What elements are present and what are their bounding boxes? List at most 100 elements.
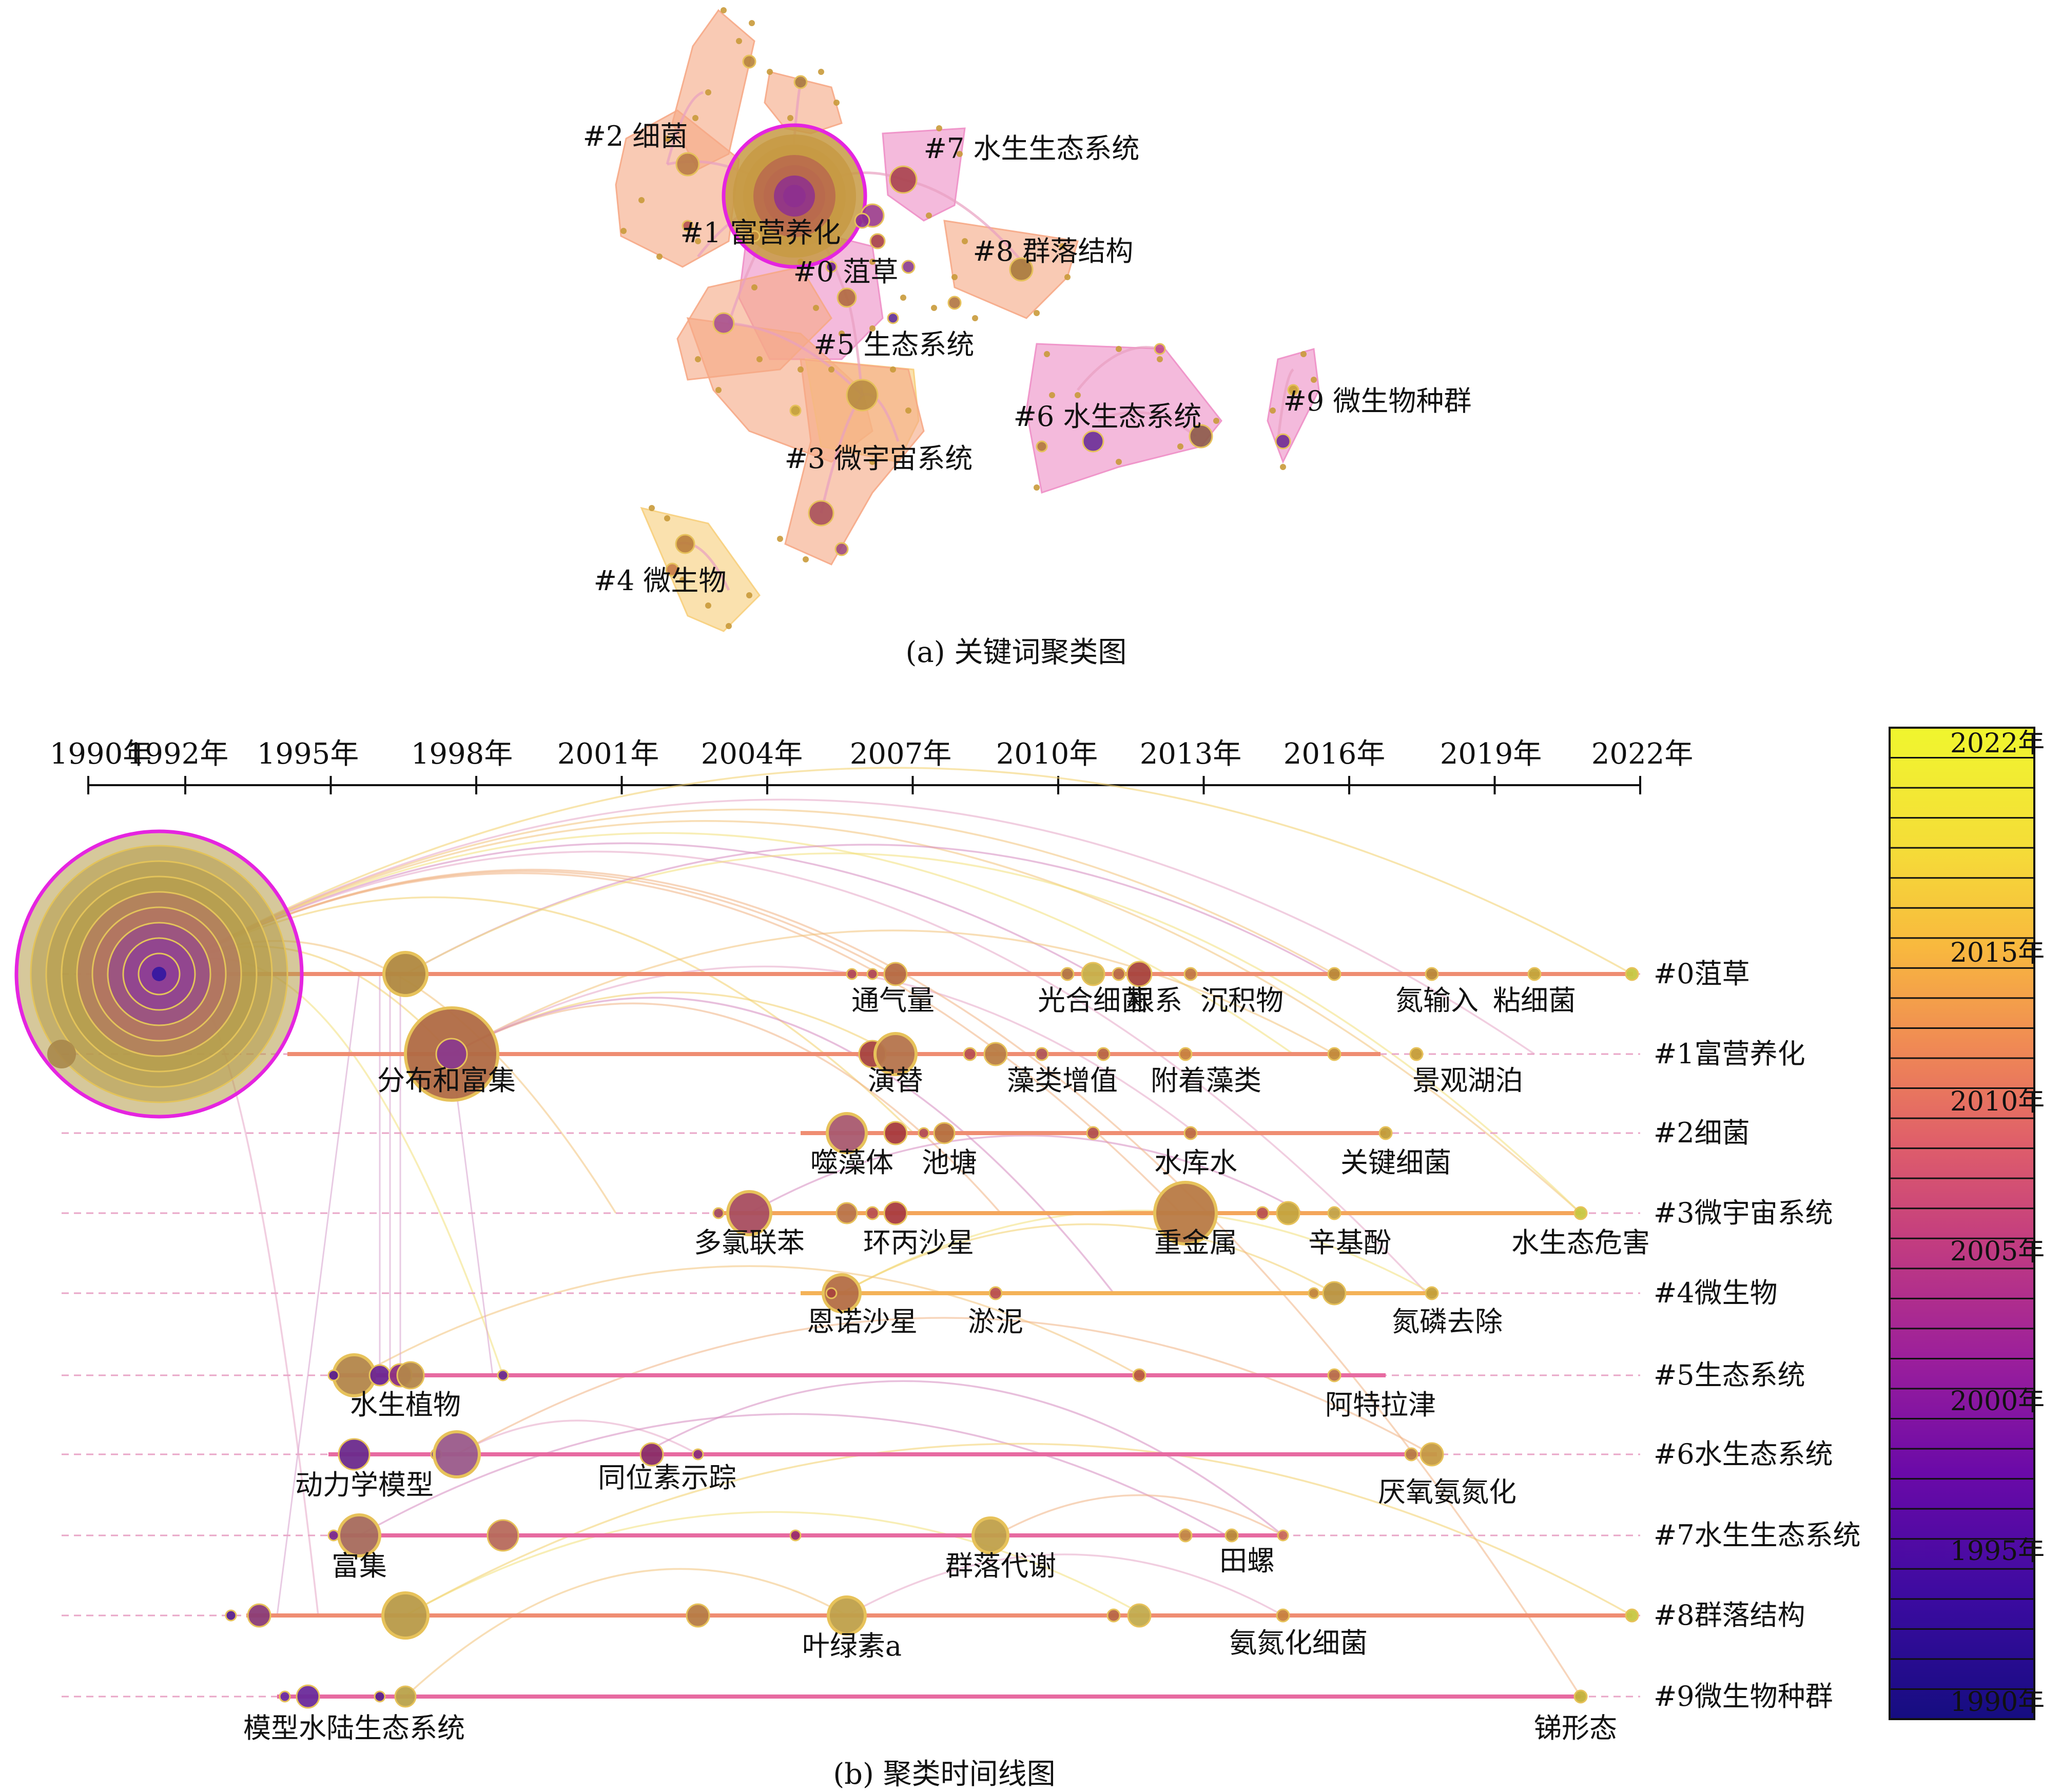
timeline-node	[381, 1591, 430, 1640]
timeline-node	[1409, 1047, 1424, 1061]
timeline-node	[826, 1112, 868, 1154]
keyword-node-small	[905, 407, 911, 414]
keyword-node-small	[957, 151, 963, 157]
timeline-arc	[159, 820, 1582, 1214]
keyword-label: 动力学模型	[295, 1469, 434, 1501]
timeline-node	[692, 1448, 704, 1460]
timeline-node	[1425, 967, 1439, 981]
keyword-node-small	[695, 238, 701, 244]
year-label: 1992年	[127, 737, 229, 771]
keyword-node-small	[1075, 392, 1081, 398]
timeline-arc	[456, 1317, 1432, 1455]
keyword-label: 厌氧氨氮化	[1378, 1476, 1516, 1508]
timeline-node	[296, 1684, 320, 1709]
timeline-arc	[456, 1419, 698, 1455]
keyword-node	[846, 379, 879, 412]
timeline-arc	[405, 852, 1582, 1214]
keyword-node-small	[726, 623, 732, 629]
keyword-label: 富集	[332, 1550, 387, 1582]
cluster-label-c7: #7 水生生态系统	[924, 132, 1140, 165]
keyword-label: 环丙沙星	[863, 1226, 974, 1259]
timeline-node	[1060, 967, 1075, 981]
legend-label: 1990年	[1950, 1687, 2045, 1718]
cluster-edge	[1097, 411, 1197, 437]
timeline-node	[822, 1273, 862, 1313]
keyword-node	[675, 152, 700, 177]
timeline-node	[1081, 962, 1105, 986]
timeline-arc	[159, 832, 1294, 1055]
keyword-node	[793, 75, 808, 89]
timeline-node	[1420, 1442, 1444, 1467]
keyword-node-small	[649, 505, 655, 511]
keyword-node	[1036, 440, 1048, 453]
keyword-node-small	[869, 459, 876, 465]
timeline-arc	[404, 1568, 847, 1698]
keyword-label: 根系	[1127, 984, 1182, 1017]
keyword-node	[1275, 433, 1291, 450]
timeline-node	[846, 968, 858, 980]
timeline-node	[1327, 967, 1341, 981]
cluster-edge	[728, 322, 863, 396]
timeline-node	[327, 1529, 340, 1542]
keyword-label: 沉积物	[1200, 984, 1284, 1017]
keyword-node	[742, 54, 756, 69]
timeline-node	[918, 1127, 930, 1139]
color-bar-segments	[1890, 757, 2034, 1690]
timeline-node	[835, 1202, 858, 1224]
timeline-node	[374, 1690, 386, 1703]
cluster-label-c5: #5 生态系统	[814, 328, 975, 361]
timeline-node	[933, 1122, 956, 1144]
timeline-arc	[159, 767, 1632, 975]
cluster-label-c4: #4 微生物	[594, 564, 727, 597]
timeline-node	[983, 1042, 1008, 1066]
timeline-node	[1178, 1528, 1193, 1543]
keyword-node-small	[869, 259, 876, 265]
keyword-node	[834, 542, 849, 556]
timeline-node	[338, 1438, 371, 1471]
keyword-node-small	[1059, 243, 1065, 249]
keyword-node-small	[767, 69, 773, 75]
keyword-label: 噬藻体	[810, 1146, 893, 1179]
keyword-node-small	[962, 238, 968, 244]
keyword-node-small	[756, 356, 763, 362]
timeline-node	[396, 1361, 425, 1390]
timeline-cluster-label: #0菹草	[1654, 958, 1750, 990]
timeline-node	[225, 1609, 237, 1622]
keyword-label: 藻类增值	[1007, 1064, 1118, 1097]
timeline-arc	[995, 1494, 1284, 1536]
timeline-node	[1126, 961, 1153, 987]
timeline-node	[726, 1190, 772, 1236]
cluster-hull	[1267, 348, 1320, 464]
timeline-node	[1106, 1608, 1121, 1623]
keyword-node-small	[620, 228, 627, 234]
timeline-node	[873, 1032, 918, 1076]
timeline-cluster-label: #8群落结构	[1654, 1599, 1805, 1631]
keyword-node-small	[705, 89, 711, 95]
keyword-node-small	[1280, 464, 1286, 470]
timeline-arc	[159, 869, 1582, 1697]
timeline-node	[1183, 1126, 1198, 1140]
timeline-cluster-label: #3微宇宙系统	[1654, 1197, 1833, 1229]
timeline-node	[487, 1519, 519, 1552]
keyword-node	[789, 404, 802, 417]
keyword-node-small	[787, 115, 793, 121]
keyword-node-small	[803, 556, 809, 562]
keyword-label: 通气量	[851, 984, 935, 1017]
timeline-cluster-labels: #0菹草 #1富营养化 #2细菌 #3微宇宙系统 #4微生物 #5生态系统 #6水生态系统 #…	[1654, 958, 1861, 1712]
timeline-node	[1625, 967, 1639, 981]
legend-label: 2000年	[1950, 1386, 2045, 1417]
cluster-label-c1: #1 富营养化	[680, 217, 841, 249]
keyword-node	[837, 287, 857, 308]
cluster-hull	[640, 507, 761, 632]
timeline-cluster-label: #9微生物种群	[1654, 1680, 1833, 1712]
cluster-edge	[1077, 346, 1160, 391]
keyword-node-small	[721, 7, 727, 13]
keyword-label: 景观湖泊	[1412, 1064, 1523, 1097]
timeline-arc	[405, 1443, 1632, 1616]
timeline-cluster-label: #7水生生态系统	[1654, 1519, 1861, 1551]
keyword-node-small	[900, 295, 906, 301]
cluster-edge	[903, 178, 1027, 268]
timeline-cluster-label: #2细菌	[1654, 1117, 1750, 1149]
keyword-label: 辛基酚	[1308, 1226, 1391, 1259]
